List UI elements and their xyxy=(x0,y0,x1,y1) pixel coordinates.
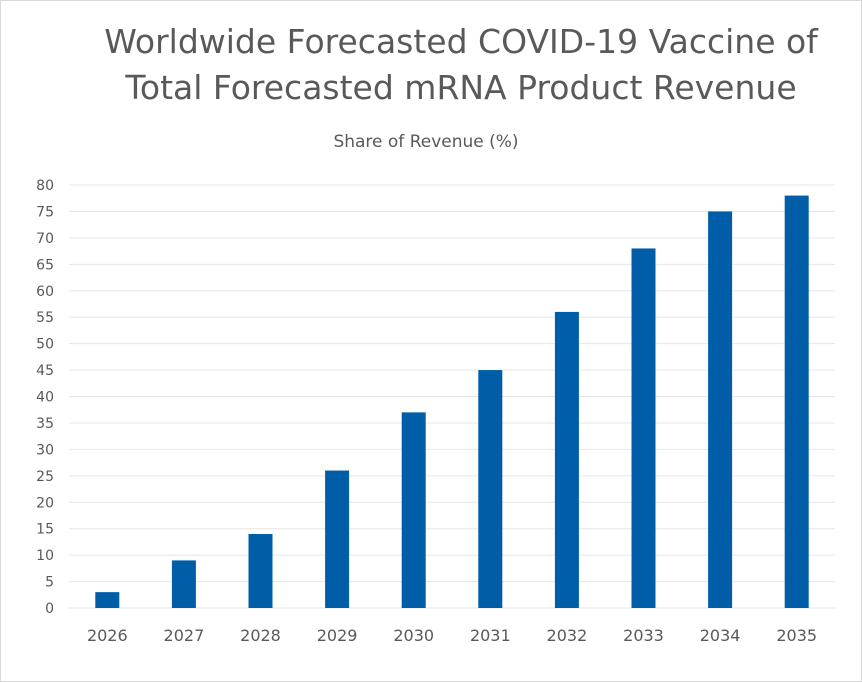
bar-2033 xyxy=(631,248,656,608)
bar-2032 xyxy=(554,311,579,608)
y-tick-label: 45 xyxy=(36,363,54,379)
y-tick-label: 55 xyxy=(36,310,54,326)
y-tick-label: 25 xyxy=(36,469,54,485)
y-tick-label: 20 xyxy=(36,495,54,511)
y-tick-label: 40 xyxy=(36,390,54,406)
y-tick-label: 70 xyxy=(36,231,54,247)
x-tick-label: 2034 xyxy=(700,626,741,645)
chart-title: Worldwide Forecasted COVID-19 Vaccine of… xyxy=(61,19,861,111)
x-tick-label: 2031 xyxy=(470,626,511,645)
x-tick-label: 2028 xyxy=(240,626,281,645)
y-tick-label: 15 xyxy=(36,522,54,538)
x-tick-label: 2032 xyxy=(547,626,588,645)
y-tick-label: 0 xyxy=(45,601,54,617)
bar-2034 xyxy=(708,211,733,608)
bar-2029 xyxy=(325,470,350,608)
bar-2031 xyxy=(478,370,503,608)
y-tick-label: 60 xyxy=(36,284,54,300)
chart-subtitle: Share of Revenue (%) xyxy=(333,132,519,152)
bar-2028 xyxy=(248,533,273,608)
x-tick-label: 2033 xyxy=(623,626,664,645)
y-tick-label: 50 xyxy=(36,337,54,353)
bar-2026 xyxy=(95,592,120,608)
y-tick-label: 10 xyxy=(36,548,54,564)
x-tick-label: 2035 xyxy=(776,626,817,645)
x-tick-label: 2029 xyxy=(317,626,358,645)
x-tick-label: 2030 xyxy=(393,626,434,645)
bar-2027 xyxy=(171,560,196,608)
x-tick-label: 2026 xyxy=(87,626,128,645)
bar-2030 xyxy=(401,412,426,608)
chart-title-line-2: Total Forecasted mRNA Product Revenue xyxy=(125,68,797,107)
chart-title-line-1: Worldwide Forecasted COVID-19 Vaccine of xyxy=(104,22,818,61)
y-tick-label: 35 xyxy=(36,416,54,432)
y-tick-label: 75 xyxy=(36,204,54,220)
y-tick-label: 30 xyxy=(36,442,54,458)
x-tick-label: 2027 xyxy=(164,626,205,645)
y-tick-label: 80 xyxy=(36,178,54,194)
bar-2035 xyxy=(784,195,809,608)
y-tick-label: 65 xyxy=(36,257,54,273)
y-tick-label: 5 xyxy=(45,575,54,591)
